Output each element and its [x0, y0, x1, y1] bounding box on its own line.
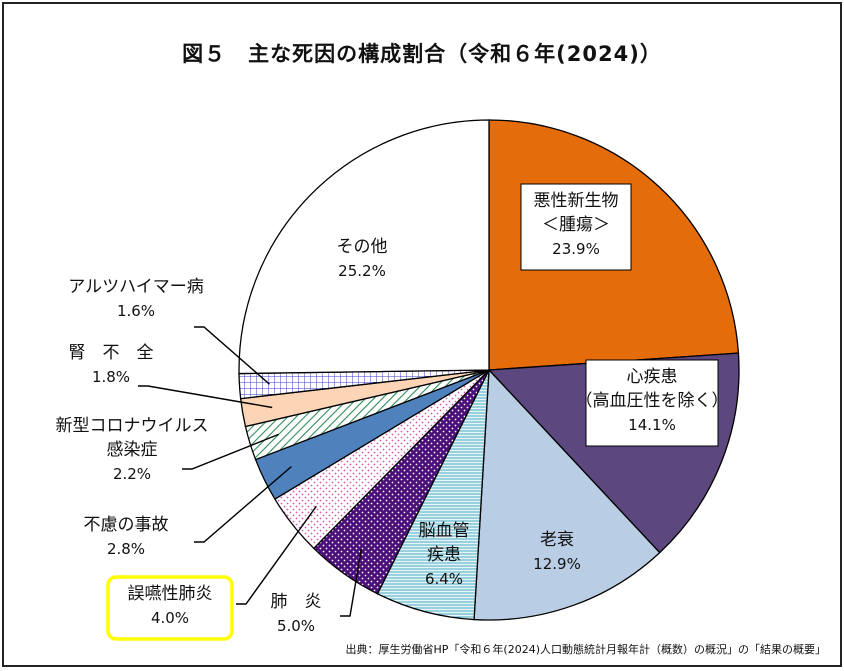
slice-name-label-6: 不慮の事故: [84, 515, 169, 535]
slice-name-label-0: ＜腫瘍＞: [542, 215, 610, 235]
slice-pct-label-3: 6.4%: [425, 570, 463, 588]
slice-2: [473, 368, 661, 621]
slice-pct-label-2: 12.9%: [533, 555, 581, 573]
slice-name-label-2: 老衰: [540, 530, 574, 550]
slice-name-label-1: 心疾患: [627, 367, 678, 387]
slice-pct-label-5: 4.0%: [151, 609, 189, 627]
slice-pct-label-8: 1.8%: [92, 368, 130, 386]
slice-pct-label-6: 2.8%: [107, 540, 145, 558]
slice-pct-label-7: 2.2%: [113, 465, 151, 483]
slice-name-label-4: 肺 炎: [271, 592, 322, 612]
slice-pct-label-4: 5.0%: [277, 617, 315, 635]
slice-pct-label-10: 25.2%: [338, 262, 386, 280]
slice-10: [238, 119, 490, 375]
slice-name-label-0: 悪性新生物: [534, 191, 619, 211]
slice-name-label-5: 誤嚥性肺炎: [128, 584, 213, 604]
highlight-box: [106, 575, 234, 641]
pie-chart: 悪性新生物 ＜腫瘍＞ 23.9% 心疾患 （高血圧性を除く） 14.1% 老衰 12.9% 脳血…: [56, 119, 740, 641]
leader-line-9: [194, 326, 270, 385]
label-box-0: [520, 183, 632, 271]
leader-lines: [138, 326, 362, 617]
label-box-1: [585, 359, 719, 447]
leader-line-6: [194, 466, 292, 543]
slice-name-label-8: 腎 不 全: [69, 343, 154, 363]
chart-title: 図５ 主な死因の構成割合（令和６年(2024)）: [182, 42, 662, 66]
slice-name-label-9: アルツハイマー病: [68, 277, 204, 297]
slice-pct-label-0: 23.9%: [552, 240, 600, 258]
slice-pct-label-1: 14.1%: [628, 416, 676, 434]
slice-name-label-7: 感染症: [107, 440, 158, 460]
slice-name-label-7: 新型コロナウイルス: [56, 416, 209, 436]
leader-line-7: [182, 433, 279, 470]
slice-pct-label-9: 1.6%: [117, 302, 155, 320]
slice-name-label-1: （高血圧性を除く）: [576, 391, 729, 411]
slice-name-label-3: 脳血管: [419, 521, 470, 541]
slice-name-label-3: 疾患: [427, 545, 461, 565]
slice-labels: 悪性新生物 ＜腫瘍＞ 23.9% 心疾患 （高血圧性を除く） 14.1% 老衰 12.9% 脳血…: [56, 183, 729, 641]
leader-line-4: [340, 548, 362, 617]
leader-line-8: [138, 385, 273, 409]
leader-line-5: [236, 505, 317, 605]
source-note: 出典：厚生労働省HP「令和６年(2024)人口動態統計月報年計（概数）の概況」の…: [345, 643, 826, 656]
slice-name-label-10: その他: [337, 237, 388, 257]
